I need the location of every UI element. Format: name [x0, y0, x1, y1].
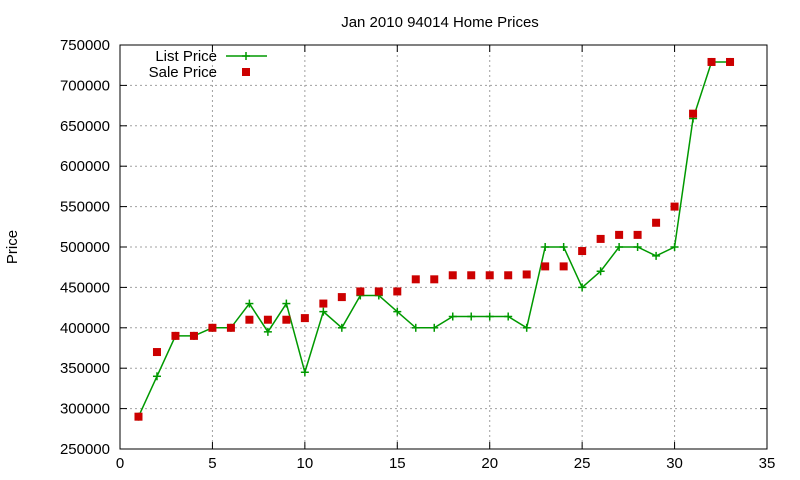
list-price-marker	[245, 299, 254, 308]
series-layer	[134, 57, 735, 421]
sale-price-point	[226, 323, 235, 332]
sale-price-point	[633, 230, 642, 239]
sale-price-point	[448, 271, 457, 280]
plot-border	[119, 44, 768, 450]
grid-lines	[120, 45, 767, 449]
sale-price-point	[430, 275, 439, 284]
axis-ticks: 0 5 10 15 20 25 30 35 250000 300000 350000 400000 45…	[60, 37, 775, 472]
sale-price-point	[726, 57, 735, 66]
sale-price-point	[134, 412, 143, 421]
sale-price-point	[152, 348, 161, 357]
y-tick-label: 400000	[60, 320, 110, 337]
list-price-marker	[467, 312, 476, 321]
list-price-line	[137, 61, 731, 417]
sale-price-point	[707, 57, 716, 66]
sale-price-point	[578, 247, 587, 256]
list-price-marker	[263, 327, 272, 336]
list-price-marker	[411, 323, 420, 332]
sale-price-point	[689, 109, 698, 118]
x-tick-label: 15	[389, 455, 406, 472]
sale-price-point	[411, 275, 420, 284]
sale-price-point	[337, 293, 346, 302]
list-price-marker	[670, 243, 679, 251]
legend: List Price Sale Price	[149, 48, 267, 81]
list-price-marker	[300, 368, 309, 377]
sale-price-point	[356, 287, 365, 296]
list-price-marker	[596, 267, 605, 276]
legend-swatch-sale-price	[242, 68, 250, 76]
x-tick-label: 30	[666, 455, 683, 472]
sale-price-point	[245, 315, 254, 324]
list-price-marker	[541, 243, 550, 251]
list-price-marker	[652, 251, 661, 260]
y-tick-label: 500000	[60, 239, 110, 256]
list-price-marker	[152, 372, 161, 381]
sale-price-point	[485, 271, 494, 280]
legend-label-list-price: List Price	[155, 48, 217, 65]
x-tick-label: 0	[116, 455, 124, 472]
x-tick-label: 35	[759, 455, 776, 472]
y-tick-label: 300000	[60, 401, 110, 418]
list-price-marker	[578, 283, 587, 292]
chart-title: Jan 2010 94014 Home Prices	[341, 14, 539, 31]
sale-price-point	[282, 315, 291, 324]
y-axis-label: Price	[4, 230, 21, 264]
sale-price-point	[171, 331, 180, 340]
x-tick-label: 5	[208, 455, 216, 472]
legend-swatches	[226, 52, 267, 76]
sale-price-point	[189, 331, 198, 340]
list-price-marker	[633, 243, 642, 251]
legend-label-sale-price: Sale Price	[149, 64, 217, 81]
y-tick-label: 600000	[60, 158, 110, 175]
y-tick-label: 750000	[60, 37, 110, 54]
x-tick-label: 25	[574, 455, 591, 472]
sale-price-point	[670, 202, 679, 211]
list-price-marker	[559, 243, 568, 251]
sale-price-point	[596, 234, 605, 243]
list-price-marker	[485, 312, 494, 321]
list-price-marker	[430, 323, 439, 332]
sale-price-point	[559, 262, 568, 271]
sale-price-point	[615, 230, 624, 239]
sale-price-point	[208, 323, 217, 332]
y-tick-label: 450000	[60, 279, 110, 296]
sale-price-point	[467, 271, 476, 280]
x-tick-label: 20	[481, 455, 498, 472]
sale-price-point	[374, 287, 383, 296]
list-price-marker	[615, 243, 624, 251]
list-price-marker	[504, 312, 513, 321]
y-tick-label: 250000	[60, 441, 110, 458]
sale-price-point	[522, 270, 531, 279]
sale-price-point	[263, 315, 272, 324]
sale-price-point	[319, 299, 328, 308]
y-tick-label: 550000	[60, 199, 110, 216]
list-price-marker	[319, 307, 328, 316]
list-price-marker	[282, 299, 291, 308]
list-price-marker	[337, 323, 346, 332]
sale-price-point	[541, 262, 550, 271]
sale-price-point	[300, 314, 309, 323]
sale-price-point	[504, 271, 513, 280]
sale-price-point	[393, 287, 402, 296]
sale-price-point	[652, 218, 661, 227]
list-price-marker	[448, 312, 457, 321]
y-tick-label: 700000	[60, 77, 110, 94]
list-price-marker	[522, 323, 531, 332]
y-tick-label: 650000	[60, 118, 110, 135]
x-tick-label: 10	[297, 455, 314, 472]
list-price-marker	[393, 307, 402, 316]
y-tick-label: 350000	[60, 360, 110, 377]
